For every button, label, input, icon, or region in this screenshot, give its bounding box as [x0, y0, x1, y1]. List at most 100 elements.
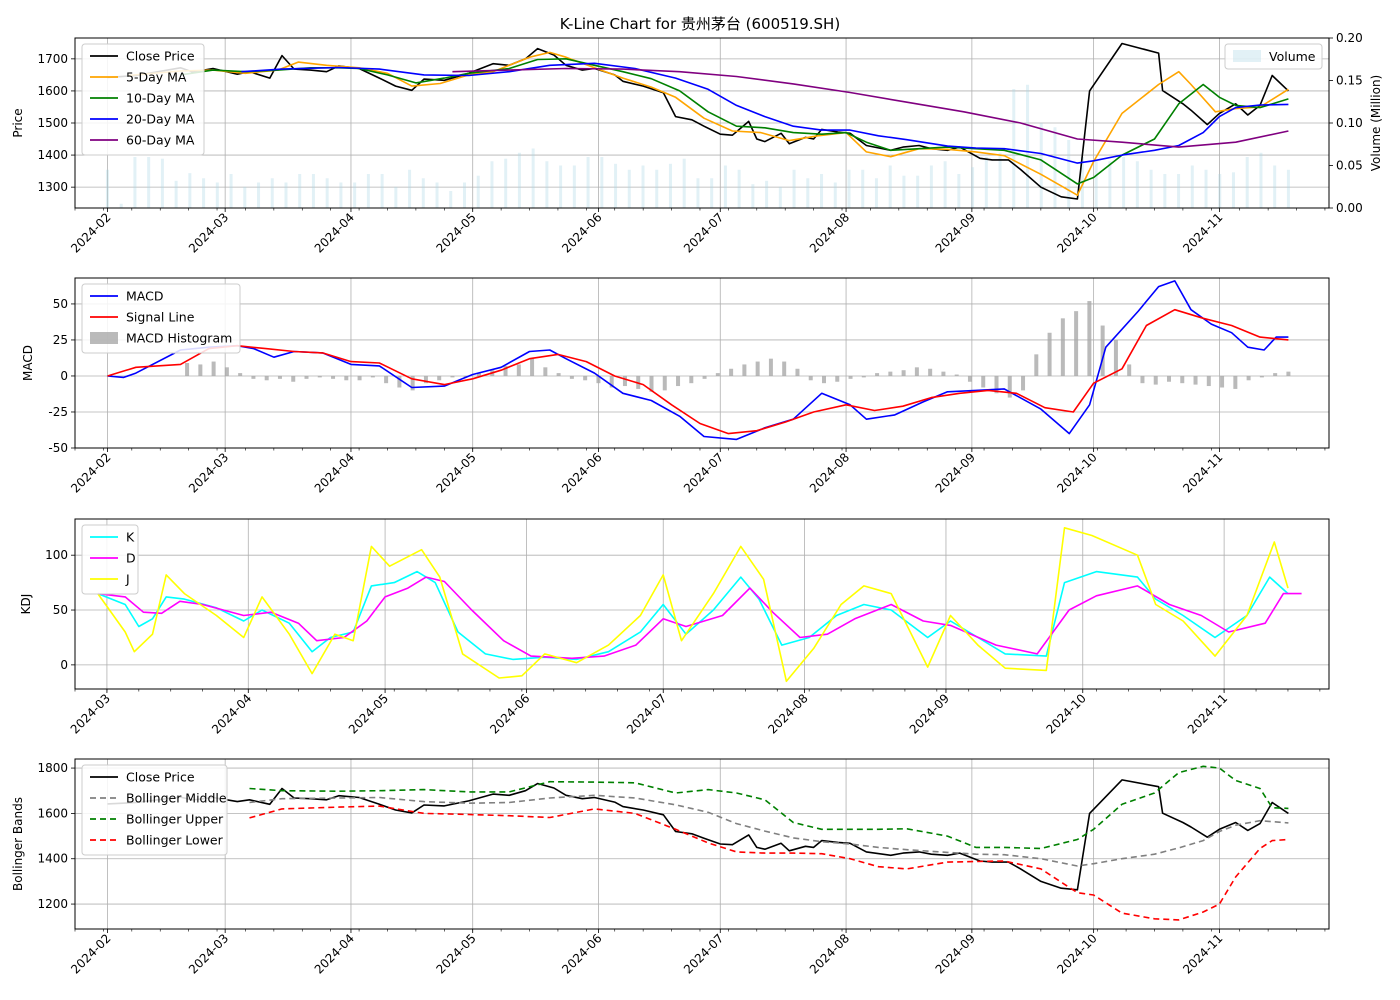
macd-histogram-bar: [384, 375, 389, 384]
macd-histogram-bar: [251, 375, 256, 379]
y-tick-label: 100: [45, 548, 68, 562]
chart-title: K-Line Chart for 贵州茅台 (600519.SH): [560, 15, 840, 33]
volume-bar: [984, 157, 988, 208]
volume-bar: [408, 169, 412, 208]
volume-bar: [1231, 172, 1235, 208]
volume-bar: [902, 175, 906, 208]
volume-bar: [257, 182, 261, 208]
volume-bar: [614, 163, 618, 208]
legend-label: J: [125, 572, 130, 587]
volume-bar: [545, 161, 549, 208]
y-tick-label: 0: [60, 658, 68, 672]
volume-bar: [1286, 169, 1290, 208]
volume-bar: [147, 157, 151, 208]
macd-histogram-bar: [702, 375, 707, 379]
volume-bar: [202, 178, 206, 208]
legend-label: Close Price: [126, 49, 195, 64]
macd-histogram-bar: [1286, 371, 1291, 376]
volume-bar: [710, 178, 714, 208]
volume-bar: [641, 165, 645, 208]
macd-histogram-bar: [981, 375, 986, 388]
volume-bar: [806, 178, 810, 208]
macd-histogram-bar: [835, 375, 840, 382]
y-tick-label: 0: [60, 369, 68, 383]
volume-bar: [778, 186, 782, 208]
y-tick-label: 1800: [37, 761, 68, 775]
volume-bar: [298, 174, 302, 208]
legend-swatch: [1233, 50, 1261, 62]
y2-tick-label: 0.05: [1336, 159, 1363, 173]
legend-box: [1224, 43, 1323, 70]
volume-bar: [105, 169, 109, 208]
macd-histogram-bar: [649, 375, 654, 392]
y-tick-label: -50: [48, 441, 68, 455]
volume-bar: [311, 174, 315, 208]
macd-histogram-bar: [729, 368, 734, 376]
macd-histogram-bar: [1220, 375, 1225, 388]
signal-line-line: [107, 308, 1289, 435]
volume-bar: [1012, 89, 1016, 208]
legend-box: [81, 283, 241, 354]
volume-bar: [929, 165, 933, 208]
macd-histogram-bar: [1113, 339, 1118, 376]
macd-histogram-bar: [1140, 375, 1145, 384]
macd-histogram-bar: [211, 361, 216, 376]
macd-histogram-bar: [1034, 354, 1039, 376]
y2-tick-label: 0.00: [1336, 201, 1363, 215]
bollinger-middle-line: [249, 794, 1289, 867]
60-day-ma-line: [452, 67, 1289, 148]
macd-histogram-bar: [901, 370, 906, 376]
volume-bar: [531, 148, 535, 208]
macd-histogram-bar: [477, 373, 482, 376]
macd-histogram-bar: [1180, 375, 1185, 384]
legend-label: 20-Day MA: [126, 112, 195, 127]
macd-histogram-bar: [543, 367, 548, 376]
y2-tick-label: 0.15: [1336, 74, 1363, 88]
volume-bar: [1026, 84, 1030, 208]
y-axis-label: Bollinger Bands: [11, 797, 25, 891]
macd-histogram-bar: [1259, 375, 1264, 378]
volume-bar: [1149, 169, 1153, 208]
volume-bar: [339, 182, 343, 208]
macd-histogram-bar: [1087, 301, 1092, 376]
macd-histogram-bar: [715, 373, 720, 376]
macd-histogram-bar: [1233, 375, 1238, 389]
macd-histogram-bar: [928, 368, 933, 376]
macd-histogram-bar: [941, 371, 946, 376]
axes-frame: [74, 37, 1330, 209]
macd-histogram-bar: [410, 375, 415, 391]
plot-area: [105, 42, 1290, 208]
macd-histogram-bar: [238, 373, 243, 376]
macd-histogram-bar: [304, 375, 309, 379]
volume-bar: [874, 178, 878, 208]
volume-bar: [861, 169, 865, 208]
10-day-ma-line: [180, 58, 1289, 185]
volume-bar: [188, 173, 192, 208]
volume-bar: [820, 174, 824, 208]
macd-histogram-bar: [1047, 332, 1052, 376]
macd-histogram-bar: [1007, 375, 1012, 398]
legend-label: MACD Histogram: [126, 331, 232, 346]
volume-bar: [572, 165, 576, 208]
macd-histogram-bar: [1246, 375, 1251, 381]
volume-bar: [916, 175, 920, 208]
legend: Close Price 5-Day MA 10-Day MA 20-Day MA 60-…: [81, 43, 205, 156]
close-price-line: [107, 779, 1289, 891]
volume-bar: [270, 178, 274, 208]
legend-label: Signal Line: [126, 310, 195, 325]
macd-histogram-bar: [1127, 364, 1132, 376]
volume-bar: [1122, 157, 1126, 208]
macd-histogram-bar: [530, 358, 535, 376]
volume-bar: [888, 165, 892, 208]
volume-bar: [723, 165, 727, 208]
macd-histogram-bar: [185, 363, 190, 376]
volume-bar: [1163, 174, 1167, 208]
macd-histogram-bar: [370, 375, 375, 378]
bollinger-lower-line: [249, 805, 1289, 921]
volume-bar: [215, 182, 219, 208]
volume-bar: [394, 186, 398, 208]
y2-axis-label: Volume (Million): [1369, 75, 1383, 171]
macd-histogram-bar: [1100, 325, 1105, 376]
volume-bar: [517, 152, 521, 208]
macd-histogram-bar: [848, 375, 853, 379]
